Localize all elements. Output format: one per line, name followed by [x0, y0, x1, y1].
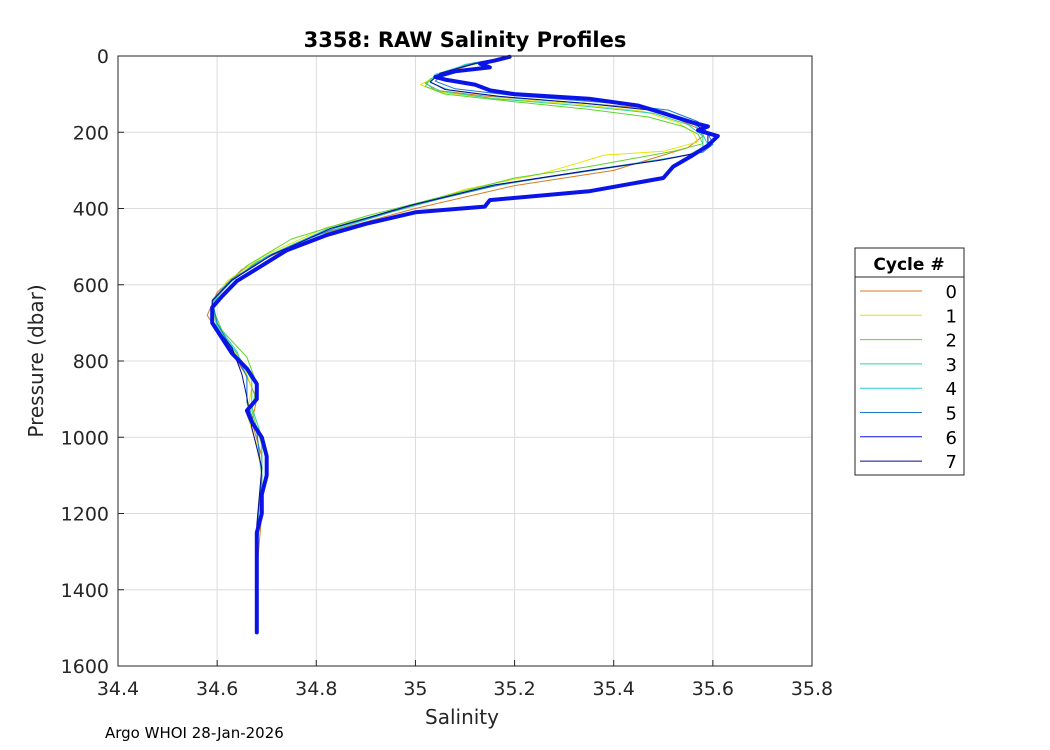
x-tick-label: 34.4	[97, 678, 139, 700]
legend-label-cycle-3: 3	[946, 355, 957, 376]
legend-label-cycle-7: 7	[946, 452, 957, 473]
y-tick-label: 800	[73, 351, 109, 373]
grid-layer	[117, 55, 813, 667]
y-tick-label: 200	[73, 122, 109, 144]
y-tick-label: 1200	[61, 504, 109, 526]
y-tick-label: 0	[97, 46, 109, 68]
legend-title: Cycle #	[873, 255, 944, 275]
series-line-cycle-0	[206, 57, 704, 629]
y-tick-label: 1600	[61, 656, 109, 678]
legend-label-cycle-4: 4	[946, 379, 957, 400]
plot-frame	[117, 55, 813, 667]
y-tick-label: 600	[73, 275, 109, 297]
legend-label-cycle-5: 5	[946, 404, 957, 425]
x-tick-labels: 34.4 34.6 34.8 35 35.2 35.4 35.6 35.8	[97, 678, 833, 700]
x-tick-label: 34.8	[295, 678, 337, 700]
series-line-cycle-5	[211, 57, 714, 629]
series-layer	[206, 54, 720, 635]
y-tick-labels: 0 200 400 600 800 1000 1200 1400 1600	[61, 46, 109, 678]
x-axis-label: Salinity	[425, 705, 499, 729]
legend-label-cycle-0: 0	[946, 282, 957, 303]
legend-label-cycle-2: 2	[946, 331, 957, 352]
legend-label-cycle-6: 6	[946, 428, 957, 449]
x-tick-label: 35.2	[493, 678, 535, 700]
series-line-cycle-6	[210, 54, 720, 635]
x-tick-label: 34.6	[196, 678, 238, 700]
y-tick-label: 400	[73, 199, 109, 221]
legend: Cycle # 0 1 2 3 4 5 6 7	[854, 247, 965, 476]
x-tick-label: 35	[403, 678, 427, 700]
series-line-cycle-2	[211, 57, 704, 629]
x-tick-label: 35.8	[791, 678, 833, 700]
x-tick-label: 35.6	[692, 678, 734, 700]
legend-label-cycle-1: 1	[946, 306, 957, 327]
y-axis-label: Pressure (dbar)	[24, 284, 48, 437]
footer-credit: Argo WHOI 28-Jan-2026	[105, 724, 284, 742]
legend-entries: 0 1 2 3 4 5 6 7	[860, 282, 957, 473]
y-tick-label: 1400	[61, 580, 109, 602]
chart-title: 3358: RAW Salinity Profiles	[304, 28, 627, 52]
x-tick-label: 35.4	[593, 678, 635, 700]
y-tick-label: 1000	[61, 427, 109, 449]
series-line-cycle-7	[211, 57, 709, 629]
